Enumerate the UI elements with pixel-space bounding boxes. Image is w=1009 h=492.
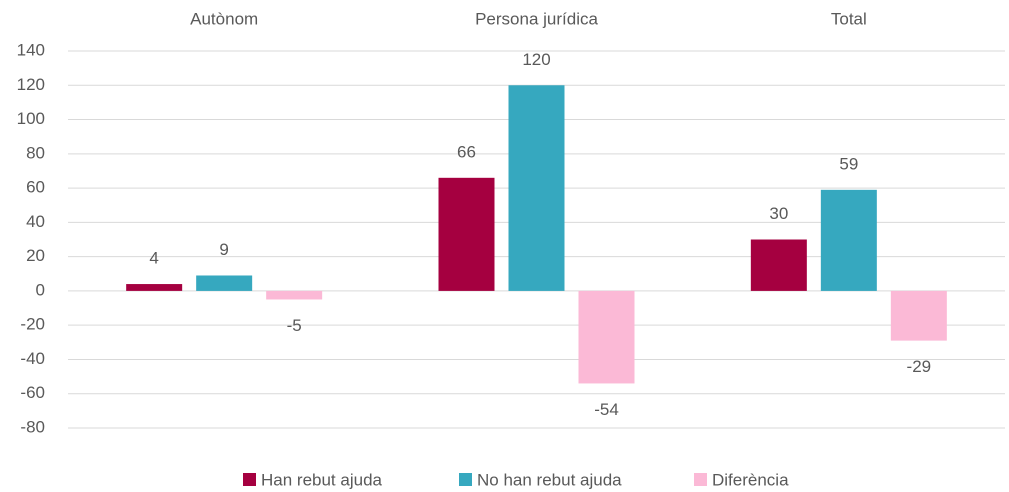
bar xyxy=(126,284,183,291)
y-tick-label: 120 xyxy=(17,75,45,94)
y-tick-label: 100 xyxy=(17,109,45,128)
legend-marker xyxy=(459,473,472,486)
data-label: 120 xyxy=(522,50,550,69)
legend-label: No han rebut ajuda xyxy=(477,470,622,489)
data-label: 66 xyxy=(457,142,476,161)
bar xyxy=(196,275,253,291)
bar xyxy=(820,189,877,291)
y-tick-label: 20 xyxy=(26,246,45,265)
legend-label: Diferència xyxy=(712,470,789,489)
data-label: -5 xyxy=(287,316,302,335)
data-label: 59 xyxy=(839,154,858,173)
category-label: Persona jurídica xyxy=(475,9,598,28)
legend-marker xyxy=(243,473,256,486)
category-label: Autònom xyxy=(190,9,258,28)
y-tick-label: -40 xyxy=(20,349,45,368)
y-tick-label: 80 xyxy=(26,143,45,162)
y-tick-label: -80 xyxy=(20,417,45,436)
y-tick-label: 0 xyxy=(36,280,45,299)
bar xyxy=(578,290,635,384)
y-tick-label: -60 xyxy=(20,383,45,402)
y-tick-label: 140 xyxy=(17,40,45,59)
bar xyxy=(890,290,947,341)
y-tick-label: 60 xyxy=(26,178,45,197)
bar xyxy=(750,239,807,291)
category-label: Total xyxy=(831,9,867,28)
legend-marker xyxy=(694,473,707,486)
data-label: -29 xyxy=(907,357,932,376)
bar xyxy=(508,85,565,291)
data-label: 4 xyxy=(149,249,158,268)
data-label: -54 xyxy=(594,400,619,419)
bar xyxy=(438,177,495,291)
y-tick-label: 40 xyxy=(26,212,45,231)
legend-label: Han rebut ajuda xyxy=(261,470,383,489)
bar xyxy=(266,290,323,300)
data-label: 9 xyxy=(219,240,228,259)
data-label: 30 xyxy=(769,204,788,223)
y-tick-label: -20 xyxy=(20,315,45,334)
